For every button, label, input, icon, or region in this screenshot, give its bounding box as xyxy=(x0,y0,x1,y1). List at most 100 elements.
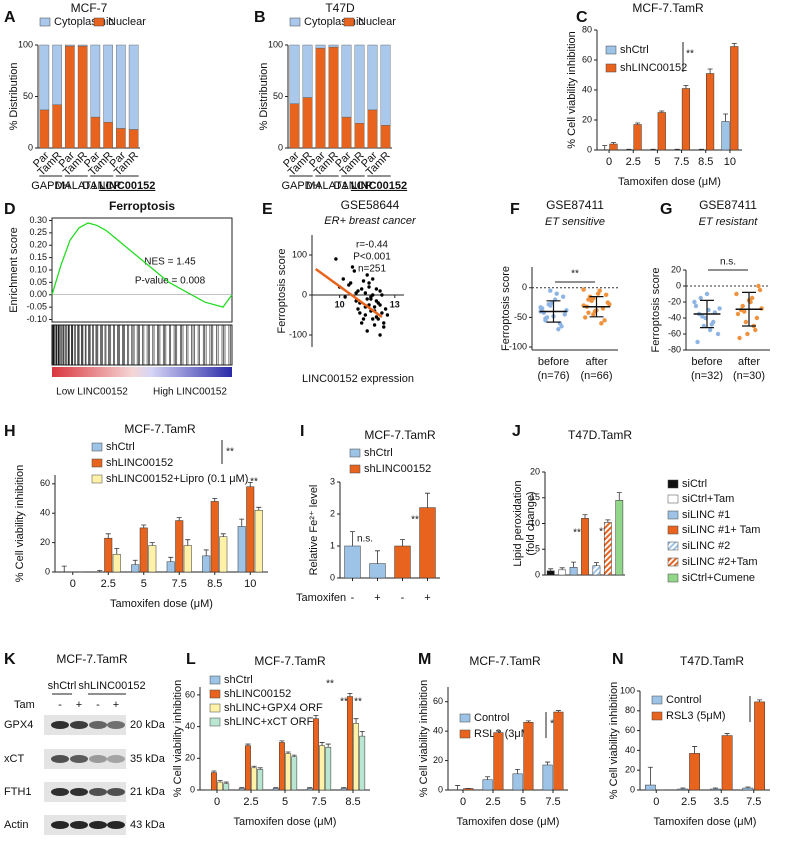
legend-label: shLINC00152 xyxy=(364,463,431,475)
annotation: ** xyxy=(354,697,362,708)
bar xyxy=(681,88,691,151)
point xyxy=(743,319,749,325)
bar-segment xyxy=(341,116,352,149)
bar-segment xyxy=(77,45,88,149)
error-bar xyxy=(97,570,103,572)
error-bar xyxy=(279,740,285,743)
error-bar xyxy=(602,145,608,150)
y-tick-label: -100 xyxy=(289,329,307,339)
point xyxy=(602,318,607,323)
blot-size: 21 kDa xyxy=(130,786,166,798)
legend-label: shLINC00152 xyxy=(106,457,173,469)
bar-segment xyxy=(315,44,326,49)
point xyxy=(341,277,345,281)
error-bar xyxy=(313,715,319,719)
blot-lane: - xyxy=(58,699,62,711)
bar xyxy=(285,753,292,791)
blot-band xyxy=(51,721,69,729)
chart-title: MCF-7 xyxy=(71,1,108,15)
error-bar xyxy=(605,519,611,523)
bar xyxy=(677,788,689,791)
x-tick-label: 7.5 xyxy=(545,796,560,808)
point xyxy=(365,329,369,333)
point xyxy=(704,291,710,297)
point xyxy=(356,307,360,311)
point xyxy=(543,316,548,321)
y-tick-label: 0 xyxy=(302,289,307,299)
y-axis-label: % Cell viability inhibition xyxy=(566,31,578,148)
group-label: DANCR xyxy=(333,180,372,192)
x-tick-label: + xyxy=(424,592,430,604)
blot-title: MCF-7.TamR xyxy=(56,652,128,666)
y-tick-label: 80 xyxy=(582,24,592,34)
error-bar xyxy=(223,781,229,784)
point xyxy=(559,324,564,329)
annotation: r=-0.44 xyxy=(356,240,388,251)
bar xyxy=(482,779,493,791)
legend-label: shCtrl xyxy=(620,44,649,56)
bar xyxy=(202,555,211,573)
x-tick-label: 2.5 xyxy=(101,578,116,590)
legend-label: siCtrl xyxy=(682,478,707,490)
bar xyxy=(254,510,263,573)
x-tick-label: (n=32) xyxy=(691,370,723,382)
legend-label: Control xyxy=(474,712,509,724)
x-tick-label: 10 xyxy=(335,299,345,309)
bar-segment xyxy=(289,44,300,104)
error-bar xyxy=(185,539,191,546)
legend-swatch xyxy=(91,474,103,484)
point xyxy=(383,307,388,311)
y-tick-label: 40 xyxy=(625,745,635,755)
y-tick-label: 40 xyxy=(433,726,443,736)
y-axis-label: Ferroptosis score xyxy=(650,268,662,353)
bar xyxy=(721,735,733,791)
y-tick-label: 20 xyxy=(185,753,195,763)
legend-label: siLINC #2+Tam xyxy=(682,556,758,568)
sd-bar xyxy=(589,296,604,318)
plot-frame xyxy=(51,217,233,323)
legend-label: Cytoplasmic xyxy=(304,16,364,28)
bar xyxy=(730,46,739,151)
bar xyxy=(346,696,353,791)
y-tick-label: 60 xyxy=(433,696,443,706)
y-tick-label: 0 xyxy=(330,572,335,582)
error-bar xyxy=(319,742,325,746)
annotation: ** xyxy=(573,528,581,539)
y-tick-label: 0.25 xyxy=(29,227,47,237)
blot-band xyxy=(70,721,88,729)
legend-swatch xyxy=(91,458,103,468)
bar-segment xyxy=(39,44,50,111)
blot-size: 43 kDa xyxy=(130,819,166,831)
point xyxy=(715,331,721,337)
panel-letter: D xyxy=(4,201,16,218)
y-axis-label: % Cell viability inhibition xyxy=(608,682,620,799)
chart-title: MCF-7.TamR xyxy=(124,422,196,436)
panel-letter: N xyxy=(612,651,624,668)
y-tick-label: -0.10 xyxy=(26,314,47,324)
point xyxy=(692,299,697,305)
point xyxy=(754,315,760,321)
error-bar xyxy=(647,766,653,786)
annotation: High LINC00152 xyxy=(153,387,227,398)
x-axis-label: LINC00152 expression xyxy=(302,373,414,385)
blot-band xyxy=(107,788,125,796)
error-bar xyxy=(220,533,226,537)
error-bar xyxy=(257,767,263,770)
bar xyxy=(633,124,642,151)
y-tick-label: 10 xyxy=(530,518,540,528)
legend-swatch xyxy=(459,729,471,739)
y-axis-label: (fold change) xyxy=(525,491,537,555)
y-axis-label: % Distribution xyxy=(8,63,20,131)
bar xyxy=(558,569,567,576)
bar xyxy=(237,526,246,573)
bar-segment xyxy=(328,46,339,149)
point xyxy=(380,311,384,315)
point xyxy=(365,297,369,301)
y-tick-label: 1 xyxy=(330,540,335,550)
point xyxy=(372,305,377,309)
y-tick-label: 20 xyxy=(433,755,443,765)
bar xyxy=(340,788,347,791)
point xyxy=(380,293,384,297)
legend-swatch xyxy=(349,448,361,458)
bar xyxy=(219,536,228,573)
